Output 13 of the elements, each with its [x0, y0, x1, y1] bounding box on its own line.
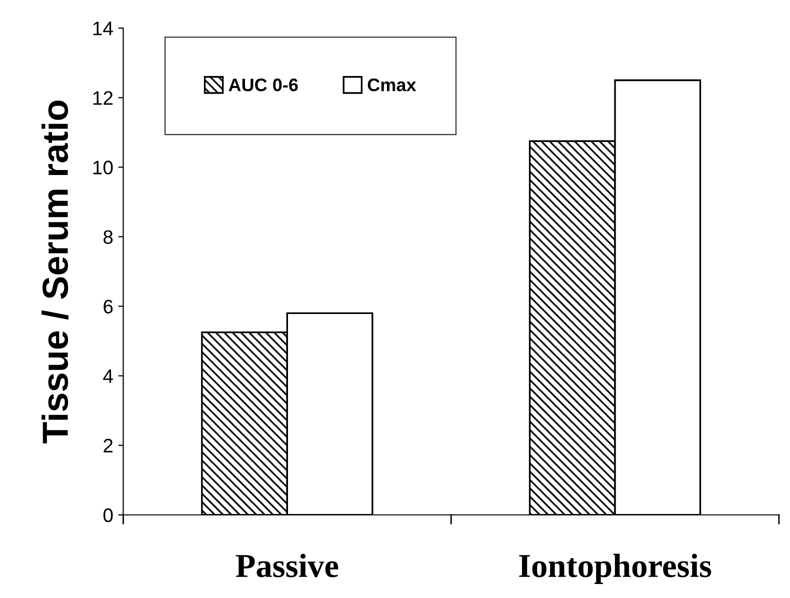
y-tick-label: 10 [93, 160, 113, 174]
y-axis-title: Tissue / Serum ratio [42, 100, 68, 444]
x-tick-label: Passive [236, 554, 338, 578]
legend-label: AUC 0-6 [228, 78, 298, 92]
legend-label: Cmax [368, 78, 416, 92]
y-tick-label: 0 [103, 508, 113, 522]
x-tick-label: Iontophoresis [519, 554, 712, 584]
y-tick-label: 8 [104, 230, 113, 244]
y-tick-label: 4 [103, 369, 113, 383]
y-tick-label: 2 [104, 438, 113, 452]
y-tick-label: 6 [104, 300, 113, 314]
y-tick-label: 12 [93, 91, 113, 105]
y-tick-label: 14 [93, 22, 113, 36]
